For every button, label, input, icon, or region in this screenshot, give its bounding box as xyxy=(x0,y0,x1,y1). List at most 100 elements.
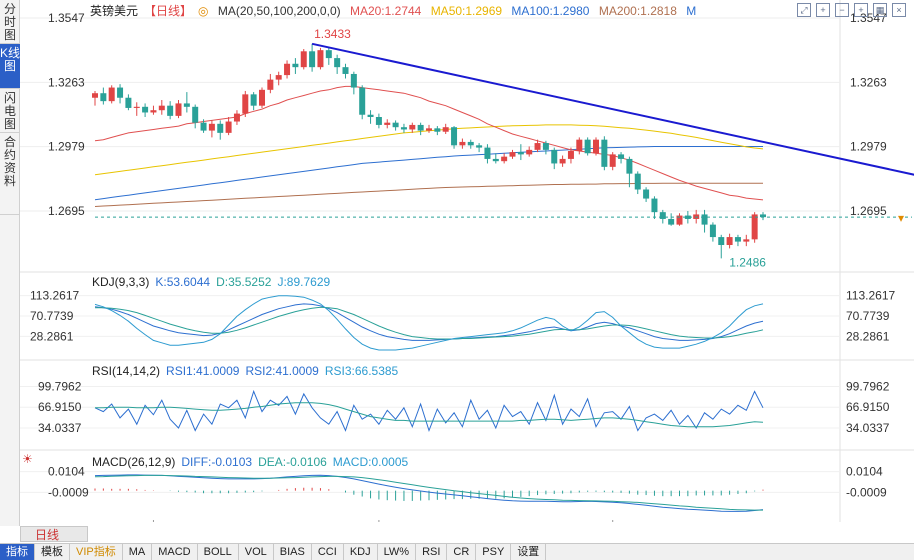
candle-body xyxy=(492,158,499,162)
candle-body xyxy=(359,87,366,115)
candle-body xyxy=(117,87,124,98)
candle-body xyxy=(400,127,407,130)
fit-icon[interactable]: ⤢ xyxy=(797,3,811,17)
kdj-k-line xyxy=(94,303,764,341)
tab-lightning[interactable]: 闪电图 xyxy=(0,89,20,133)
candle-body xyxy=(509,152,516,157)
low-price-label: 1.2486 xyxy=(729,255,766,269)
candle-body xyxy=(375,117,382,125)
y-tick-left: 1.2979 xyxy=(48,140,85,154)
high-price-label: 1.3433 xyxy=(314,27,351,41)
tab-bias[interactable]: BIAS xyxy=(274,544,312,560)
close-icon[interactable]: × xyxy=(892,3,906,17)
tab-contract-info[interactable]: 合约资料 xyxy=(0,133,20,215)
candle-body xyxy=(559,158,566,164)
tab-boll[interactable]: BOLL xyxy=(198,544,239,560)
candle-body xyxy=(367,114,374,118)
tab-ma[interactable]: MA xyxy=(123,544,153,560)
tab-cr[interactable]: CR xyxy=(447,544,477,560)
period-tab-daily[interactable]: 日线 xyxy=(20,526,88,542)
candle-body xyxy=(517,152,524,155)
y-tick-right: 1.3547 xyxy=(850,11,887,25)
ma100-value: MA100:1.2980 xyxy=(511,4,590,18)
tab-timeshare[interactable]: 分时图 xyxy=(0,0,20,44)
candle-body xyxy=(451,127,458,146)
kdj-y-tick-left: 28.2861 xyxy=(30,329,74,343)
candle-body xyxy=(593,139,599,154)
chart-canvas[interactable]: 1.3547 1.3547 1.3263 1.3263 1.2979 1.2979 1.26… xyxy=(20,0,914,540)
candle-body xyxy=(718,237,725,246)
rsi-y-tick-left: 66.9150 xyxy=(38,400,82,414)
tab-vol[interactable]: VOL xyxy=(239,544,274,560)
candle-body xyxy=(217,123,224,133)
candle-body xyxy=(760,214,766,218)
candle-body xyxy=(158,105,165,111)
tab-rsi[interactable]: RSI xyxy=(416,544,448,560)
tab-template[interactable]: 模板 xyxy=(35,544,70,560)
kdj-label: KDJ(9,3,3) K:53.6044 D:35.5252 J:89.7629 xyxy=(92,275,330,289)
ma50-value: MA50:1.2969 xyxy=(430,4,503,18)
candle-body xyxy=(668,218,675,225)
ma-params: MA(20,50,100,200,0,0) xyxy=(217,4,341,18)
tab-kline[interactable]: K线图 xyxy=(0,44,20,89)
candle-body xyxy=(125,97,132,108)
candle-body xyxy=(659,212,666,219)
crosshair-icon[interactable]: + xyxy=(816,3,830,17)
y-tick-right: 1.2979 xyxy=(850,140,887,154)
candle-body xyxy=(526,149,533,155)
macd-y-tick-right: 0.0104 xyxy=(846,465,883,479)
macd-dea-line xyxy=(94,474,763,511)
kdj-y-tick-right: 113.2617 xyxy=(846,289,895,303)
grid-icon[interactable]: ▦ xyxy=(873,3,887,17)
rsi-y-tick-left: 34.0337 xyxy=(38,421,82,435)
candle-body xyxy=(534,143,541,150)
zoom-out-icon[interactable]: − xyxy=(835,3,849,17)
candle-body xyxy=(676,215,683,225)
candle-body xyxy=(626,158,633,174)
candle-body xyxy=(350,73,357,88)
candle-body xyxy=(233,113,240,122)
kdj-k-value: K:53.6044 xyxy=(155,275,211,289)
ma200-value: MA200:1.2818 xyxy=(598,4,677,18)
tab-lw[interactable]: LW% xyxy=(378,544,417,560)
candle-body xyxy=(609,154,616,167)
candle-body xyxy=(392,122,399,128)
tab-psy[interactable]: PSY xyxy=(476,544,512,560)
candle-body xyxy=(334,58,341,68)
chart-area[interactable]: 1.3547 1.3547 1.3263 1.3263 1.2979 1.2979 1.26… xyxy=(20,0,914,540)
tab-indicator[interactable]: 指标 xyxy=(0,544,35,560)
tab-settings[interactable]: 设置 xyxy=(511,544,547,560)
candle-body xyxy=(284,63,291,76)
ma100-line xyxy=(94,146,763,201)
tab-cci[interactable]: CCI xyxy=(312,544,344,560)
candle-body xyxy=(701,214,708,225)
candle-body xyxy=(292,63,299,68)
tab-kdj[interactable]: KDJ xyxy=(344,544,378,560)
tab-vip-indicator[interactable]: VIP指标 xyxy=(70,544,123,560)
candle-body xyxy=(325,50,332,59)
window-icons: ⤢ + − + ▦ × xyxy=(792,2,906,17)
tab-macd[interactable]: MACD xyxy=(152,544,198,560)
ma-info-bar: 英镑美元 【日线】 ◎ MA(20,50,100,200,0,0) MA20:1.2… xyxy=(90,2,702,18)
rsi1-line xyxy=(94,389,764,433)
candle-body xyxy=(584,139,591,154)
candle-body xyxy=(442,127,449,132)
candle-body xyxy=(426,128,432,131)
candle-body xyxy=(484,147,491,159)
m-toggle[interactable]: M xyxy=(686,4,697,18)
zoom-in-icon[interactable]: + xyxy=(854,3,868,17)
macd-label: MACD(26,12,9) DIFF:-0.0103 DEA:-0.0106 MACD… xyxy=(92,455,408,469)
rsi-y-tick-right: 99.7962 xyxy=(846,379,890,393)
candle-body xyxy=(567,150,574,159)
candle-body xyxy=(133,106,140,108)
candle-body xyxy=(92,93,98,98)
settings-gear-icon[interactable]: ◎ xyxy=(198,4,209,18)
kdj-d-line xyxy=(95,306,764,340)
candle-body xyxy=(467,141,474,146)
macd-y-tick-left: 0.0104 xyxy=(48,465,85,479)
macd-name: MACD(26,12,9) xyxy=(92,455,176,469)
candle-body xyxy=(175,103,182,116)
candle-body xyxy=(309,51,316,68)
candle-body xyxy=(192,106,199,123)
candle-body xyxy=(409,124,416,130)
